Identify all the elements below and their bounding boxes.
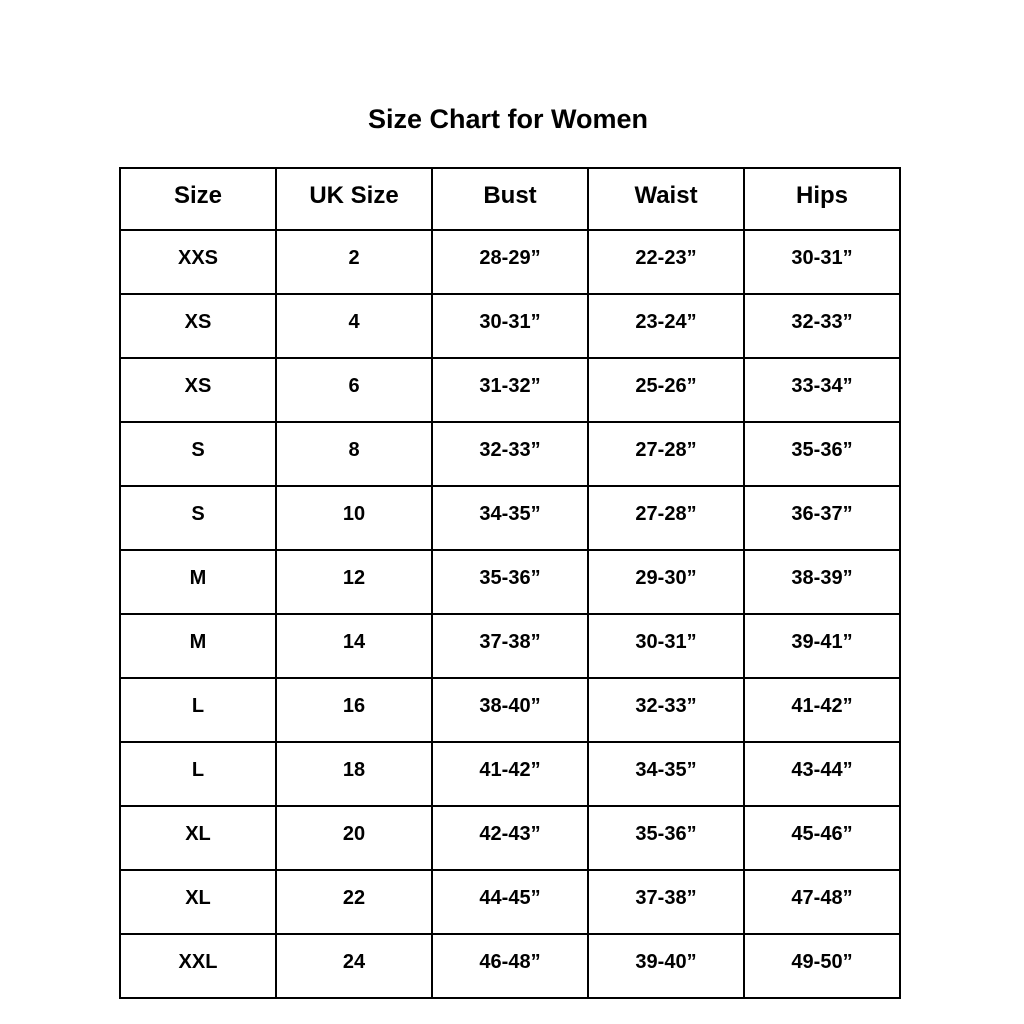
table-cell: 16 <box>275 677 433 743</box>
table-cell: M <box>119 549 277 615</box>
table-row: M 12 35-36” 29-30” 38-39” <box>119 549 901 615</box>
table-cell: 23-24” <box>587 293 745 359</box>
table-cell: M <box>119 613 277 679</box>
table-cell: 44-45” <box>431 869 589 935</box>
table-cell: 34-35” <box>587 741 745 807</box>
table-cell: 41-42” <box>431 741 589 807</box>
table-cell: 10 <box>275 485 433 551</box>
table-cell: 18 <box>275 741 433 807</box>
table-cell: 47-48” <box>743 869 901 935</box>
table-cell: 38-40” <box>431 677 589 743</box>
table-row: XS 4 30-31” 23-24” 32-33” <box>119 293 901 359</box>
table-cell: XL <box>119 805 277 871</box>
table-row: XXL 24 46-48” 39-40” 49-50” <box>119 933 901 999</box>
column-header: Size <box>119 167 277 231</box>
table-cell: 8 <box>275 421 433 487</box>
table-cell: 22-23” <box>587 229 745 295</box>
table-cell: 14 <box>275 613 433 679</box>
table-row: XXS 2 28-29” 22-23” 30-31” <box>119 229 901 295</box>
table-cell: 30-31” <box>431 293 589 359</box>
table-cell: 32-33” <box>587 677 745 743</box>
table-cell: 6 <box>275 357 433 423</box>
column-header: Hips <box>743 167 901 231</box>
table-cell: 35-36” <box>587 805 745 871</box>
table-row: S 10 34-35” 27-28” 36-37” <box>119 485 901 551</box>
table-cell: 35-36” <box>743 421 901 487</box>
column-header: Bust <box>431 167 589 231</box>
table-cell: 29-30” <box>587 549 745 615</box>
table-cell: 39-40” <box>587 933 745 999</box>
table-cell: 22 <box>275 869 433 935</box>
table-cell: 27-28” <box>587 421 745 487</box>
table-cell: XXL <box>119 933 277 999</box>
table-cell: 37-38” <box>587 869 745 935</box>
column-header: UK Size <box>275 167 433 231</box>
table-cell: 46-48” <box>431 933 589 999</box>
table-cell: 45-46” <box>743 805 901 871</box>
table-cell: S <box>119 485 277 551</box>
table-cell: 35-36” <box>431 549 589 615</box>
table-cell: 30-31” <box>587 613 745 679</box>
table-cell: 43-44” <box>743 741 901 807</box>
table-cell: XS <box>119 293 277 359</box>
page-title: Size Chart for Women <box>367 104 649 134</box>
table-cell: 32-33” <box>431 421 589 487</box>
table-cell: 2 <box>275 229 433 295</box>
table-row: XL 20 42-43” 35-36” 45-46” <box>119 805 901 871</box>
table-cell: 28-29” <box>431 229 589 295</box>
table-cell: 38-39” <box>743 549 901 615</box>
size-chart-table: Size UK Size Bust Waist Hips XXS 2 28-29” 22-23… <box>119 167 901 999</box>
table-row: XS 6 31-32” 25-26” 33-34” <box>119 357 901 423</box>
table-row: XL 22 44-45” 37-38” 47-48” <box>119 869 901 935</box>
table-cell: 20 <box>275 805 433 871</box>
table-cell: 31-32” <box>431 357 589 423</box>
table-cell: 30-31” <box>743 229 901 295</box>
table-cell: 27-28” <box>587 485 745 551</box>
table-cell: 32-33” <box>743 293 901 359</box>
table-cell: 42-43” <box>431 805 589 871</box>
table-body: XXS 2 28-29” 22-23” 30-31” XS 4 30-31” 23-24” 32-… <box>119 229 901 999</box>
table-cell: 49-50” <box>743 933 901 999</box>
table-cell: 41-42” <box>743 677 901 743</box>
table-row: M 14 37-38” 30-31” 39-41” <box>119 613 901 679</box>
table-cell: L <box>119 741 277 807</box>
table-cell: L <box>119 677 277 743</box>
table-cell: 25-26” <box>587 357 745 423</box>
table-cell: 33-34” <box>743 357 901 423</box>
table-cell: 24 <box>275 933 433 999</box>
table-cell: 39-41” <box>743 613 901 679</box>
table-cell: S <box>119 421 277 487</box>
table-cell: 34-35” <box>431 485 589 551</box>
table-cell: 37-38” <box>431 613 589 679</box>
table-cell: 12 <box>275 549 433 615</box>
table-row: L 16 38-40” 32-33” 41-42” <box>119 677 901 743</box>
table-cell: 4 <box>275 293 433 359</box>
table-cell: 36-37” <box>743 485 901 551</box>
column-header: Waist <box>587 167 745 231</box>
table-row: L 18 41-42” 34-35” 43-44” <box>119 741 901 807</box>
table-cell: XL <box>119 869 277 935</box>
table-cell: XXS <box>119 229 277 295</box>
table-row: S 8 32-33” 27-28” 35-36” <box>119 421 901 487</box>
table-cell: XS <box>119 357 277 423</box>
header-row: Size UK Size Bust Waist Hips <box>119 167 901 231</box>
